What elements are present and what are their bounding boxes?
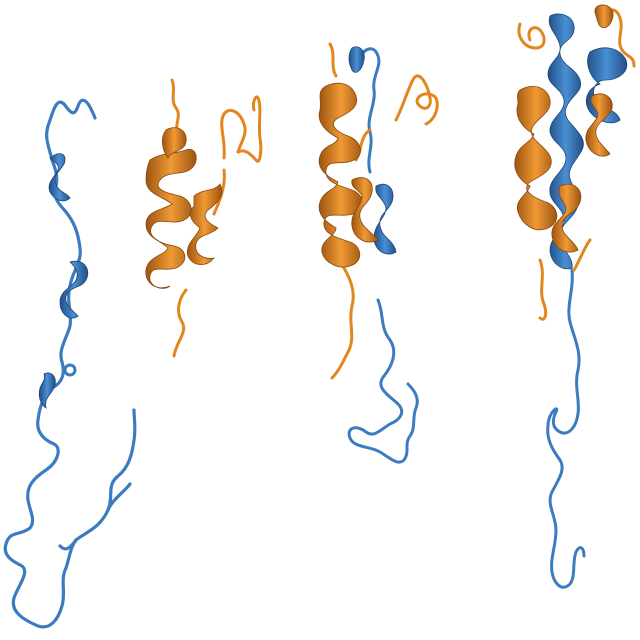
orange-helix-1 xyxy=(145,148,197,289)
complex1-blue-strand xyxy=(348,46,365,73)
orange-helix-3 xyxy=(162,127,187,159)
complex2-orange-helix-3 xyxy=(585,93,613,157)
blue-helix-2 xyxy=(59,260,89,319)
panel-orange-chain-alone xyxy=(145,78,263,358)
panel-blue-chain-alone xyxy=(3,98,137,629)
complex2-orange-helix-2 xyxy=(551,183,582,253)
complex1-blue-coil xyxy=(347,47,419,464)
orange-chain-coil xyxy=(170,78,263,358)
panel-complex-view-1 xyxy=(318,42,439,464)
complex2-orange-coil xyxy=(517,8,636,321)
complex2-orange-helix xyxy=(514,86,558,231)
complex1-blue-helix xyxy=(373,183,397,255)
blue-helix-3 xyxy=(38,372,56,409)
complex2-blue-coil xyxy=(546,268,586,589)
complex2-orange-strand xyxy=(594,4,614,29)
complex1-orange-helix-2 xyxy=(351,177,379,243)
blue-chain-coil-end xyxy=(58,482,132,551)
blue-helix-1 xyxy=(48,153,71,202)
orange-helix-2 xyxy=(186,183,223,265)
blue-loop-knot xyxy=(63,363,77,377)
complex1-orange-helix xyxy=(318,82,364,268)
panel-complex-view-2 xyxy=(514,4,636,589)
complex1-orange-coil xyxy=(328,42,439,380)
